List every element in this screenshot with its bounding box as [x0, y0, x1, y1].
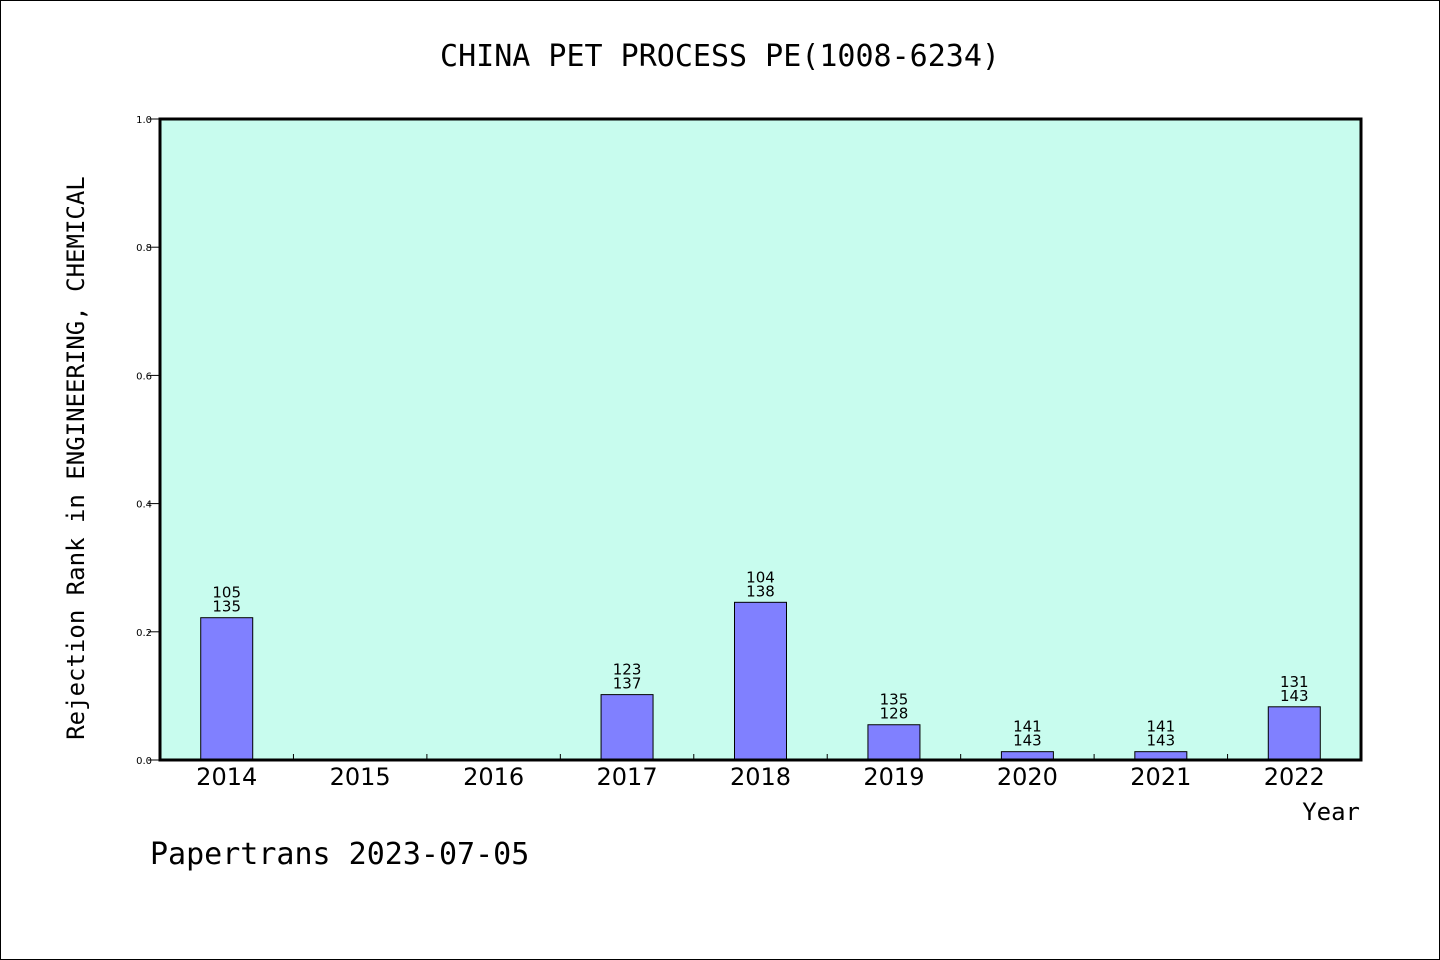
chart-title: CHINA PET PROCESS PE(1008-6234) [440, 39, 1000, 74]
y-tick-label: 0.0 [136, 756, 152, 767]
x-tick-label: 2018 [730, 763, 791, 791]
x-tick-label: 2014 [196, 763, 257, 791]
bar-2019 [867, 724, 921, 761]
y-tick-label: 0.4 [136, 500, 152, 511]
x-axis: 2014 2015 2016 2017 2018 2019 2020 2021 2022 [196, 754, 1325, 791]
bar-label-top: 123 [613, 661, 642, 679]
bar-2018 [734, 601, 787, 761]
y-axis-label: Rejection Rank in ENGINEERING, CHEMICAL [62, 176, 90, 740]
x-tick-label: 2019 [863, 763, 924, 791]
bar-label-bottom: 143 [1280, 687, 1309, 705]
y-axis: 0.0 0.2 0.4 0.6 0.8 1.0 [136, 115, 160, 767]
y-tick-label: 0.6 [136, 371, 152, 382]
x-tick-label: 2016 [463, 763, 524, 791]
bars-group [200, 601, 1321, 761]
footer-text: Papertrans 2023-07-05 [150, 837, 529, 872]
x-tick-label: 2022 [1264, 763, 1325, 791]
bar-2017 [600, 694, 654, 761]
y-tick-label: 0.2 [136, 628, 152, 639]
plot-border [158, 117, 1363, 762]
bar-2014 [200, 617, 254, 761]
x-tick-label: 2017 [597, 763, 658, 791]
bar-label-top: 105 [212, 584, 241, 602]
bar-label-top: 131 [1280, 673, 1309, 691]
bar-label-bottom: 135 [212, 598, 241, 616]
y-tick-label: 1.0 [136, 115, 152, 126]
bar-label-bottom: 143 [1147, 732, 1176, 750]
bar-label-top: 135 [880, 691, 909, 709]
x-tick-label: 2020 [997, 763, 1058, 791]
bar-label-bottom: 128 [880, 705, 909, 723]
bar-label-top: 104 [746, 568, 775, 586]
bar-label-top: 141 [1147, 718, 1176, 736]
x-tick-label: 2021 [1130, 763, 1191, 791]
bar-label-top: 141 [1013, 718, 1042, 736]
bar-label-bottom: 137 [613, 675, 642, 693]
bar-label-bottom: 138 [746, 582, 775, 600]
bar-label-bottom: 143 [1013, 732, 1042, 750]
bar-2022 [1267, 706, 1321, 761]
x-tick-label: 2015 [330, 763, 391, 791]
y-tick-label: 0.8 [136, 243, 152, 254]
data-labels-group: 1051351231371041381351281411431411431311… [212, 568, 1308, 749]
x-axis-label: Year [1302, 798, 1360, 826]
